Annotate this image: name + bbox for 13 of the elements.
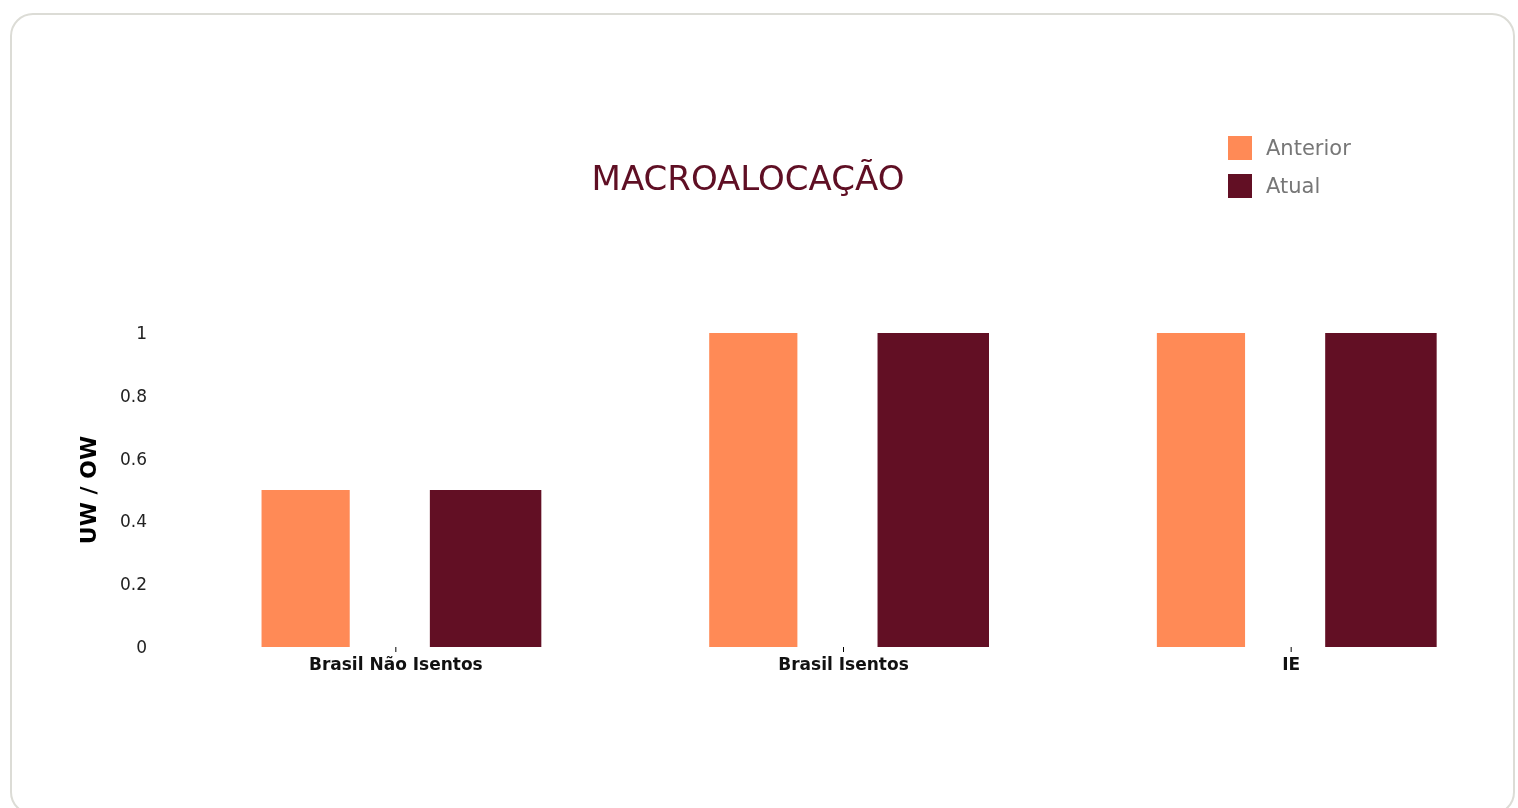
y-tick-label: 0.2 — [119, 574, 147, 595]
y-tick-label: 0.4 — [119, 511, 147, 532]
x-tick-label: Brasil Isentos — [778, 654, 909, 675]
y-tick-label: 0.8 — [119, 385, 147, 406]
x-tick-label: Brasil Não Isentos — [308, 654, 483, 675]
legend-label: Atual — [1266, 174, 1321, 198]
legend-label: Anterior — [1266, 136, 1352, 160]
x-tick-label: IE — [1282, 654, 1301, 675]
y-axis-title: UW / OW — [76, 435, 101, 545]
chart-title: MACROALOCAÇÃO — [591, 158, 905, 198]
y-tick-label: 0.6 — [119, 448, 147, 469]
y-tick-label: 0 — [136, 636, 147, 657]
y-tick-label: 1 — [136, 322, 147, 343]
